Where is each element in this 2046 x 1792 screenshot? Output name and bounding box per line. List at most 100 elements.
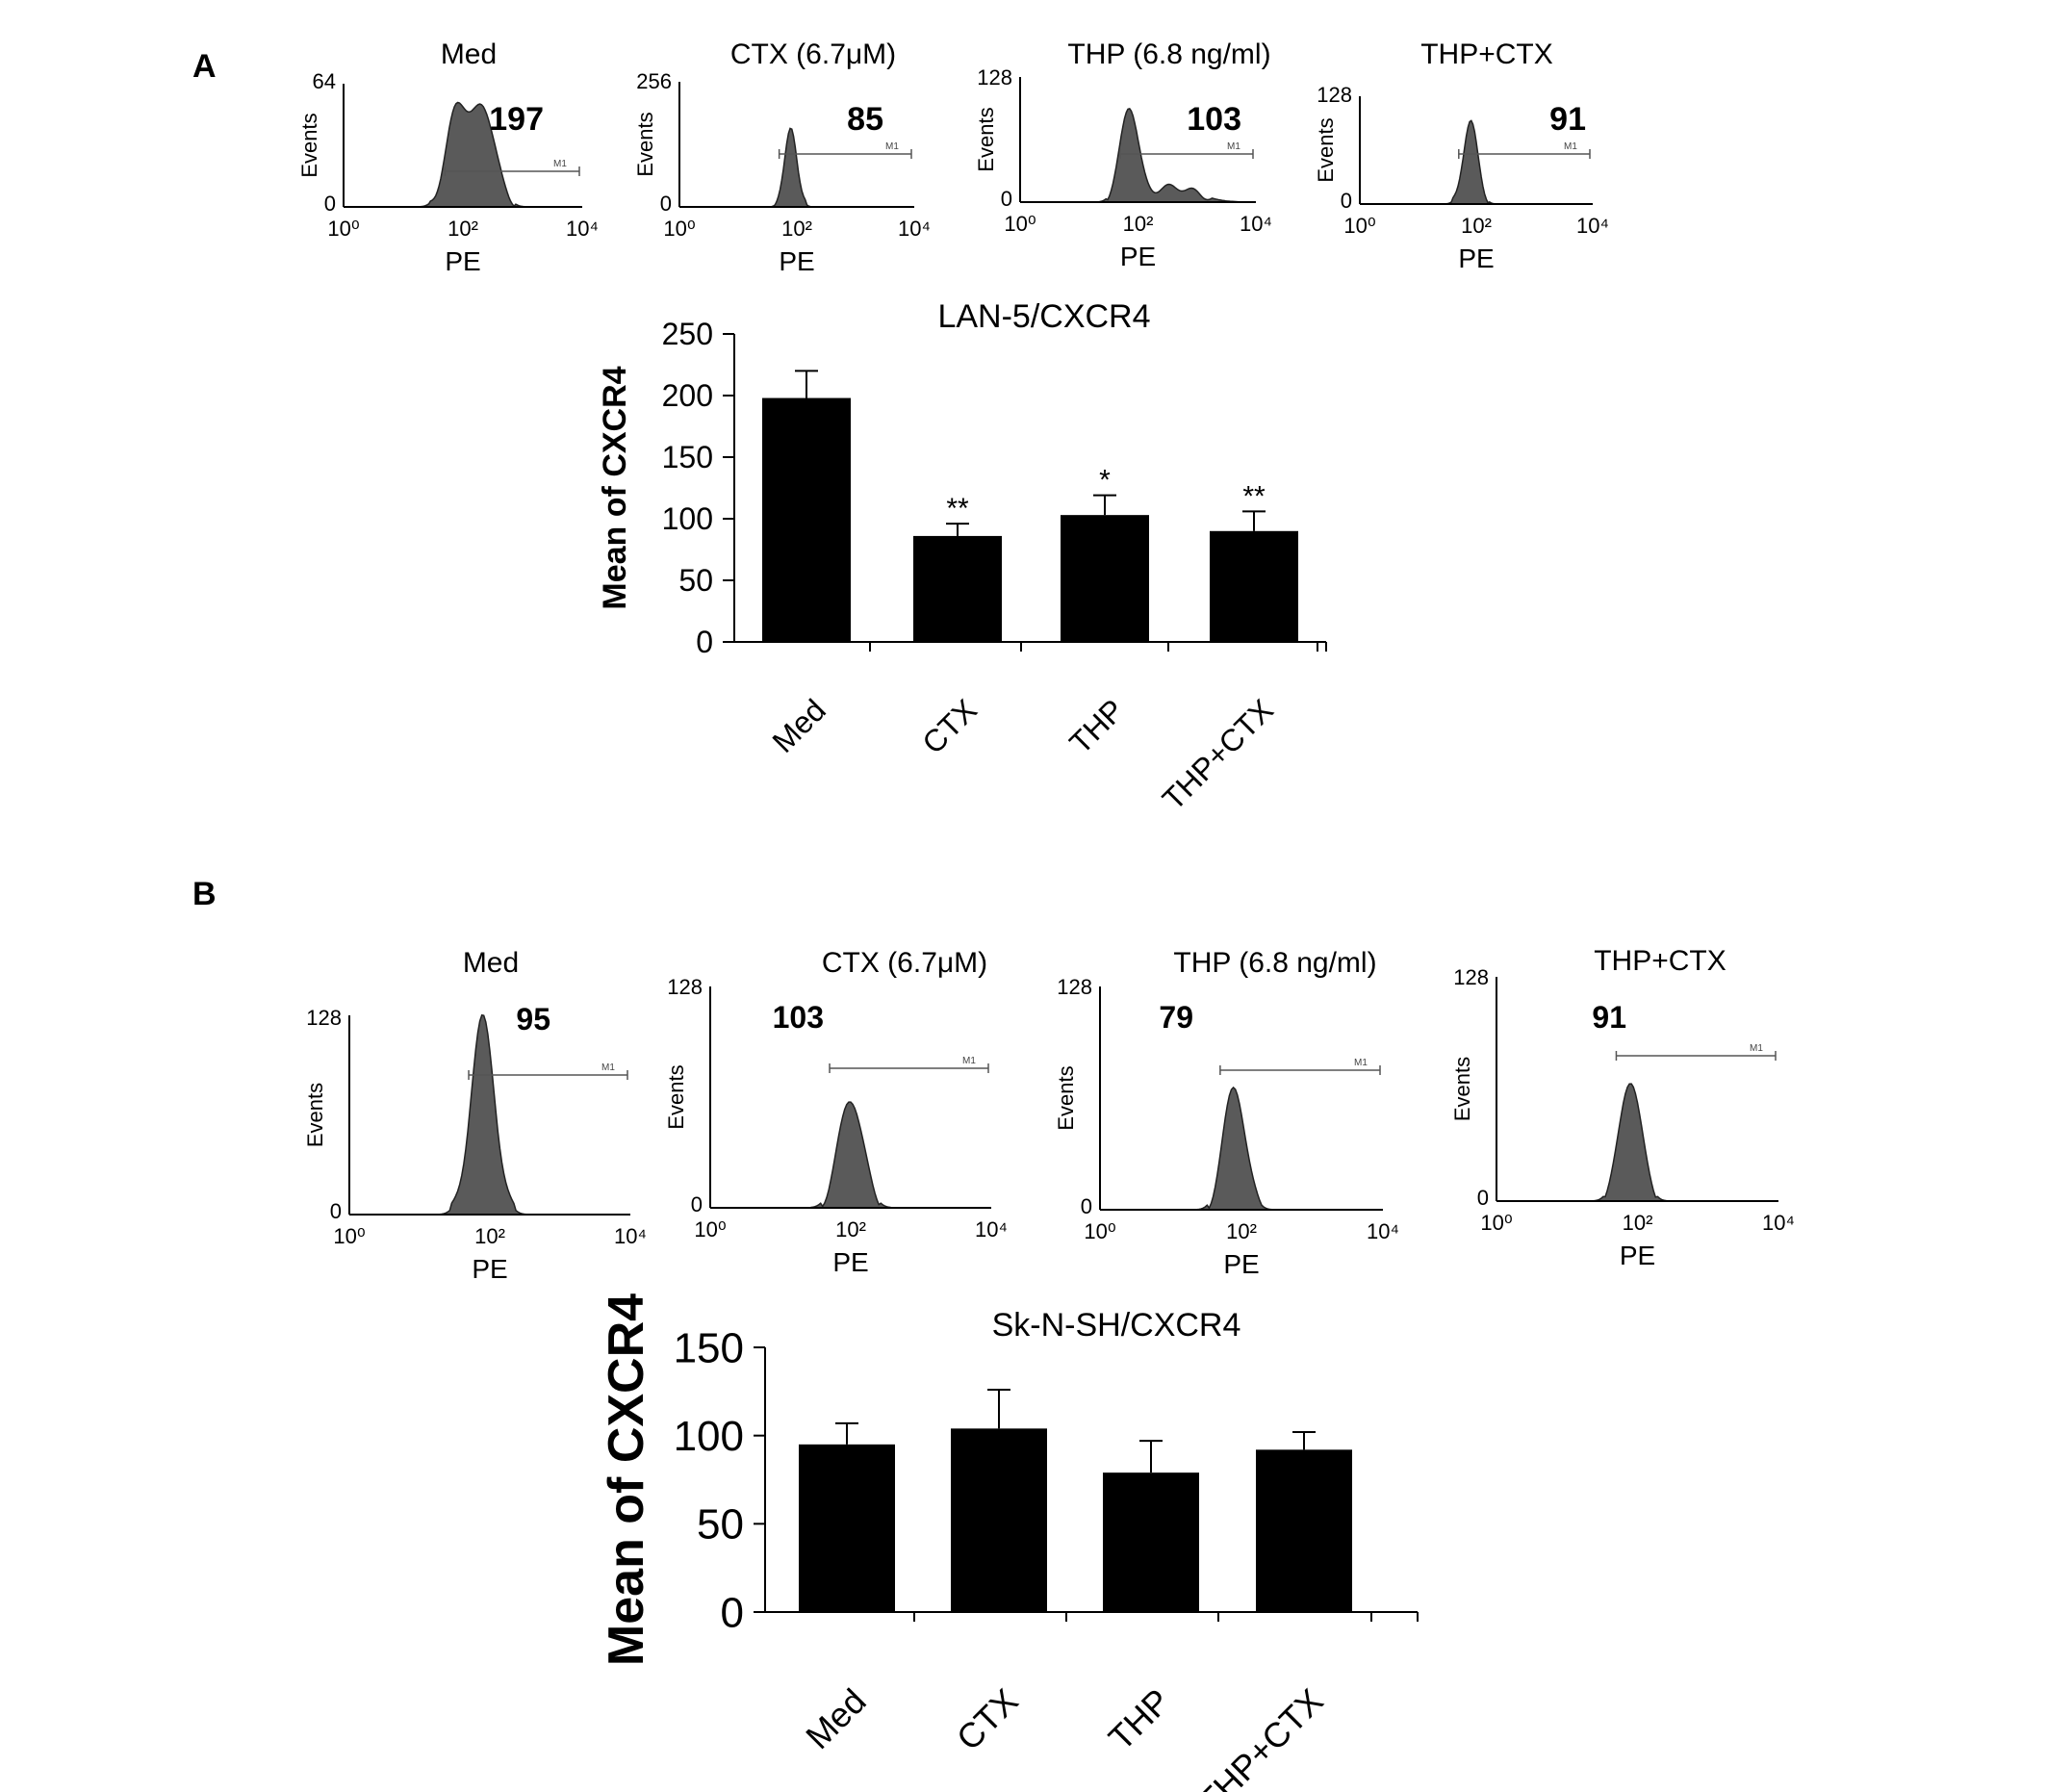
histogram-b-8: THP+CTX 0 128 Events 10⁰ 10² 10⁴ PE M1 91	[1450, 945, 1795, 1270]
histogram-x-tick: 10⁰	[333, 1224, 365, 1248]
histogram-y-tick-max: 128	[306, 1006, 342, 1030]
bar	[799, 1444, 895, 1612]
significance-marker: *	[1099, 465, 1111, 497]
histogram-curve	[344, 101, 582, 208]
bar-y-tick-label: 150	[662, 440, 713, 474]
significance-marker: **	[1242, 480, 1266, 512]
panel-label-a: A	[192, 48, 217, 85]
bar-y-tick-label: 0	[696, 625, 713, 659]
bar	[1061, 515, 1149, 642]
histogram-x-tick: 10²	[448, 217, 478, 241]
histogram-x-tick: 10⁴	[614, 1224, 647, 1248]
histogram-y-tick-min: 0	[1341, 189, 1352, 213]
bar-chart-title: LAN-5/CXCR4	[937, 298, 1150, 335]
histogram-y-label: Events	[1450, 1057, 1474, 1121]
bar	[1210, 530, 1298, 642]
gate-label: M1	[1354, 1058, 1368, 1068]
histogram-x-tick: 10⁰	[1084, 1219, 1115, 1243]
histogram-y-label: Events	[633, 112, 657, 176]
gate-label: M1	[962, 1056, 976, 1066]
histogram-x-label: PE	[832, 1247, 868, 1277]
histogram-x-label: PE	[1120, 242, 1156, 271]
histogram-y-tick-min: 0	[1001, 187, 1012, 211]
histogram-x-tick: 10²	[1461, 214, 1492, 238]
bar-category-label: THP+CTX	[1190, 1681, 1331, 1792]
panel-label-b: B	[192, 876, 217, 912]
histogram-title: Med	[463, 947, 519, 979]
histogram-curve	[349, 1013, 630, 1216]
bar	[1256, 1449, 1352, 1612]
histogram-x-tick: 10⁰	[327, 217, 359, 241]
histogram-y-tick-min: 0	[660, 192, 672, 216]
bar-chart-b-9: Sk-N-SH/CXCR4 0 50 100 150 Mean of CXCR4 Med CT…	[599, 1293, 1419, 1792]
histogram-y-tick-min: 0	[330, 1199, 342, 1223]
histogram-mean-value: 91	[1592, 1000, 1626, 1035]
histogram-x-tick: 10⁴	[1240, 212, 1272, 236]
bar	[951, 1428, 1047, 1612]
histogram-title: THP (6.8 ng/ml)	[1067, 38, 1270, 70]
bar	[913, 535, 1002, 642]
histogram-mean-value: 197	[489, 101, 544, 138]
histogram-y-label: Events	[664, 1064, 688, 1129]
histogram-x-tick: 10⁰	[1004, 212, 1036, 236]
histogram-mean-value: 103	[773, 1000, 824, 1035]
histogram-x-tick: 10⁴	[1367, 1219, 1399, 1243]
gate-label: M1	[885, 141, 899, 152]
histogram-b-7: THP (6.8 ng/ml) 0 128 Events 10⁰ 10² 10⁴ PE M1 79	[1054, 947, 1399, 1279]
histogram-title: THP+CTX	[1420, 38, 1553, 70]
histogram-title: THP (6.8 ng/ml)	[1173, 947, 1376, 979]
histogram-x-tick: 10⁰	[1343, 214, 1375, 238]
bar-category-label: THP+CTX	[1156, 692, 1280, 816]
histogram-x-tick: 10²	[474, 1224, 505, 1248]
histogram-x-tick: 10²	[835, 1217, 866, 1242]
bar-category-label: CTX	[915, 692, 984, 760]
bar-y-label: Mean of CXCR4	[597, 366, 633, 609]
histogram-x-label: PE	[1458, 243, 1494, 273]
histogram-x-tick: 10⁴	[566, 217, 599, 241]
bar-category-label: THP	[1062, 692, 1131, 760]
histogram-x-tick: 10²	[781, 217, 812, 241]
bar-y-tick-label: 100	[662, 501, 713, 536]
histogram-mean-value: 79	[1159, 1000, 1193, 1035]
histogram-y-tick-max: 128	[977, 65, 1012, 90]
histogram-y-label: Events	[297, 113, 321, 177]
histogram-y-label: Events	[1314, 117, 1338, 182]
bar-y-tick-label: 150	[674, 1324, 744, 1371]
histogram-x-tick: 10²	[1226, 1219, 1257, 1243]
bar-chart-a-4: LAN-5/CXCR4 0 50 100 150 200 250 Mean of CXCR4 M…	[597, 298, 1327, 817]
histogram-x-tick: 10⁴	[898, 217, 931, 241]
histogram-curve	[679, 127, 914, 208]
bar-chart-title: Sk-N-SH/CXCR4	[992, 1307, 1241, 1344]
histogram-x-tick: 10²	[1123, 212, 1154, 236]
bar-category-label: Med	[798, 1681, 874, 1757]
histogram-y-label: Events	[1054, 1065, 1078, 1130]
histogram-y-label: Events	[974, 107, 998, 171]
histogram-mean-value: 103	[1187, 101, 1241, 138]
histogram-y-label: Events	[303, 1083, 327, 1147]
gate-label: M1	[1564, 141, 1577, 152]
bar	[762, 397, 851, 642]
histogram-title: THP+CTX	[1594, 945, 1726, 977]
histogram-x-tick: 10⁴	[1576, 214, 1609, 238]
histogram-curve	[1496, 1083, 1778, 1202]
histogram-y-tick-min: 0	[1477, 1186, 1489, 1210]
histogram-x-label: PE	[1620, 1241, 1655, 1270]
histogram-curve	[710, 1101, 991, 1209]
histogram-y-tick-max: 64	[313, 69, 336, 93]
bar-y-tick-label: 200	[662, 378, 713, 413]
histogram-mean-value: 85	[847, 101, 883, 138]
histogram-y-tick-max: 128	[1317, 83, 1352, 107]
histogram-y-tick-min: 0	[691, 1192, 703, 1216]
histogram-x-label: PE	[472, 1254, 507, 1284]
histogram-a-3: THP+CTX 0 128 Events 10⁰ 10² 10⁴ PE M1 91	[1314, 38, 1609, 273]
bar-y-tick-label: 50	[697, 1501, 744, 1549]
histogram-y-tick-min: 0	[324, 192, 336, 216]
histogram-title: CTX (6.7μM)	[730, 38, 896, 70]
bar-y-tick-label: 250	[662, 317, 713, 351]
gate-label: M1	[1750, 1043, 1763, 1054]
gate-label: M1	[1227, 141, 1240, 152]
histogram-x-tick: 10⁰	[694, 1217, 726, 1242]
histogram-x-tick: 10²	[1623, 1211, 1653, 1235]
